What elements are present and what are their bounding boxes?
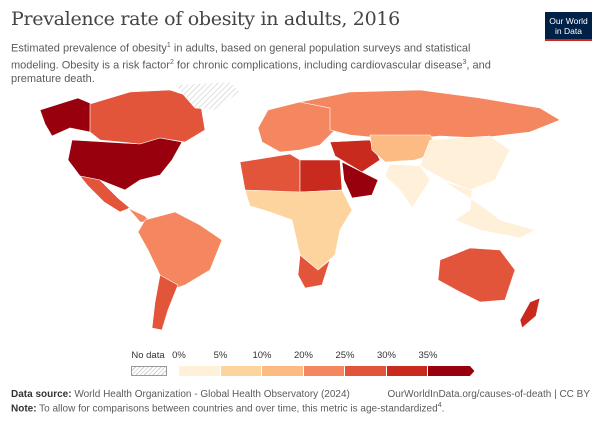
subtitle-text: , and premature death. (11, 59, 491, 86)
country-india[interactable] (384, 163, 431, 209)
country-greenland[interactable] (174, 81, 241, 111)
legend-bin[interactable] (179, 366, 221, 376)
world-map[interactable] (0, 80, 600, 350)
legend-tick-label: 10% (252, 350, 272, 361)
country-russia[interactable] (299, 89, 561, 141)
note-text: . (441, 403, 445, 415)
legend-tick-label: 25% (335, 350, 355, 361)
country-southeast-asia[interactable] (444, 181, 536, 239)
legend-bin[interactable] (428, 366, 475, 376)
logo-text: in Data (555, 26, 582, 36)
source-link[interactable]: World Health Organization - Global Healt… (71, 389, 350, 400)
legend-tick-label: 20% (293, 350, 314, 361)
country-central-asia[interactable] (369, 134, 441, 163)
data-source: Data source: World Health Organization -… (11, 389, 350, 400)
country-south-africa[interactable] (297, 254, 331, 289)
legend-bin[interactable] (303, 366, 345, 376)
no-data-label: No data (131, 350, 165, 361)
subtitle-text: for chronic complications, including car… (173, 59, 463, 72)
note: Note: To allow for comparisons between c… (11, 402, 444, 414)
footnote-ref[interactable]: 1 (166, 42, 171, 49)
country-sub-saharan-africa[interactable] (244, 189, 353, 271)
logo-text: Our World (549, 16, 588, 26)
footnote-ref[interactable]: 2 (169, 58, 174, 66)
legend-bin[interactable] (262, 366, 304, 376)
map-legend: No data 0% 5% 10% 20% 25% 30% 35% (0, 350, 600, 378)
country-australia[interactable] (437, 247, 516, 303)
country-united-states[interactable] (67, 137, 183, 191)
legend-tick-label: 5% (213, 350, 228, 361)
legend-bin[interactable] (386, 366, 428, 376)
country-china[interactable] (419, 135, 511, 191)
subtitle: Estimated prevalence of obesity1 in adul… (11, 39, 511, 86)
country-libya-egypt[interactable] (299, 159, 343, 193)
country-new-zealand[interactable] (519, 297, 541, 329)
no-data-swatch[interactable] (131, 366, 167, 376)
country-argentina[interactable] (151, 274, 179, 331)
legend-tick-label: 30% (376, 350, 397, 361)
note-text: To allow for comparisons between countri… (36, 403, 438, 415)
note-label: Note: (11, 403, 37, 415)
subtitle-text: Estimated prevalence of obesity (11, 42, 167, 55)
page-title: Prevalence rate of obesity in adults, 20… (11, 8, 400, 30)
legend-tick-label: 0% (172, 350, 186, 361)
country-canada[interactable] (89, 89, 206, 145)
country-europe[interactable] (257, 101, 336, 153)
source-label: Data source: (11, 389, 72, 400)
owid-logo[interactable]: Our World in Data (545, 12, 592, 41)
country-alaska[interactable] (39, 97, 93, 137)
subtitle-text: in adults, based on general population s… (11, 42, 471, 72)
owid-url[interactable]: OurWorldInData.org/causes-of-death | CC … (387, 389, 591, 400)
legend-bin[interactable] (220, 366, 262, 376)
country-mexico[interactable] (79, 175, 131, 213)
legend-tick-label: 35% (418, 350, 438, 361)
footnote-ref[interactable]: 4 (437, 402, 442, 409)
legend-bin[interactable] (345, 366, 387, 376)
country-south-america[interactable] (137, 211, 223, 291)
footnote-ref[interactable]: 3 (462, 58, 467, 66)
country-saudi-arabia[interactable] (341, 161, 379, 199)
